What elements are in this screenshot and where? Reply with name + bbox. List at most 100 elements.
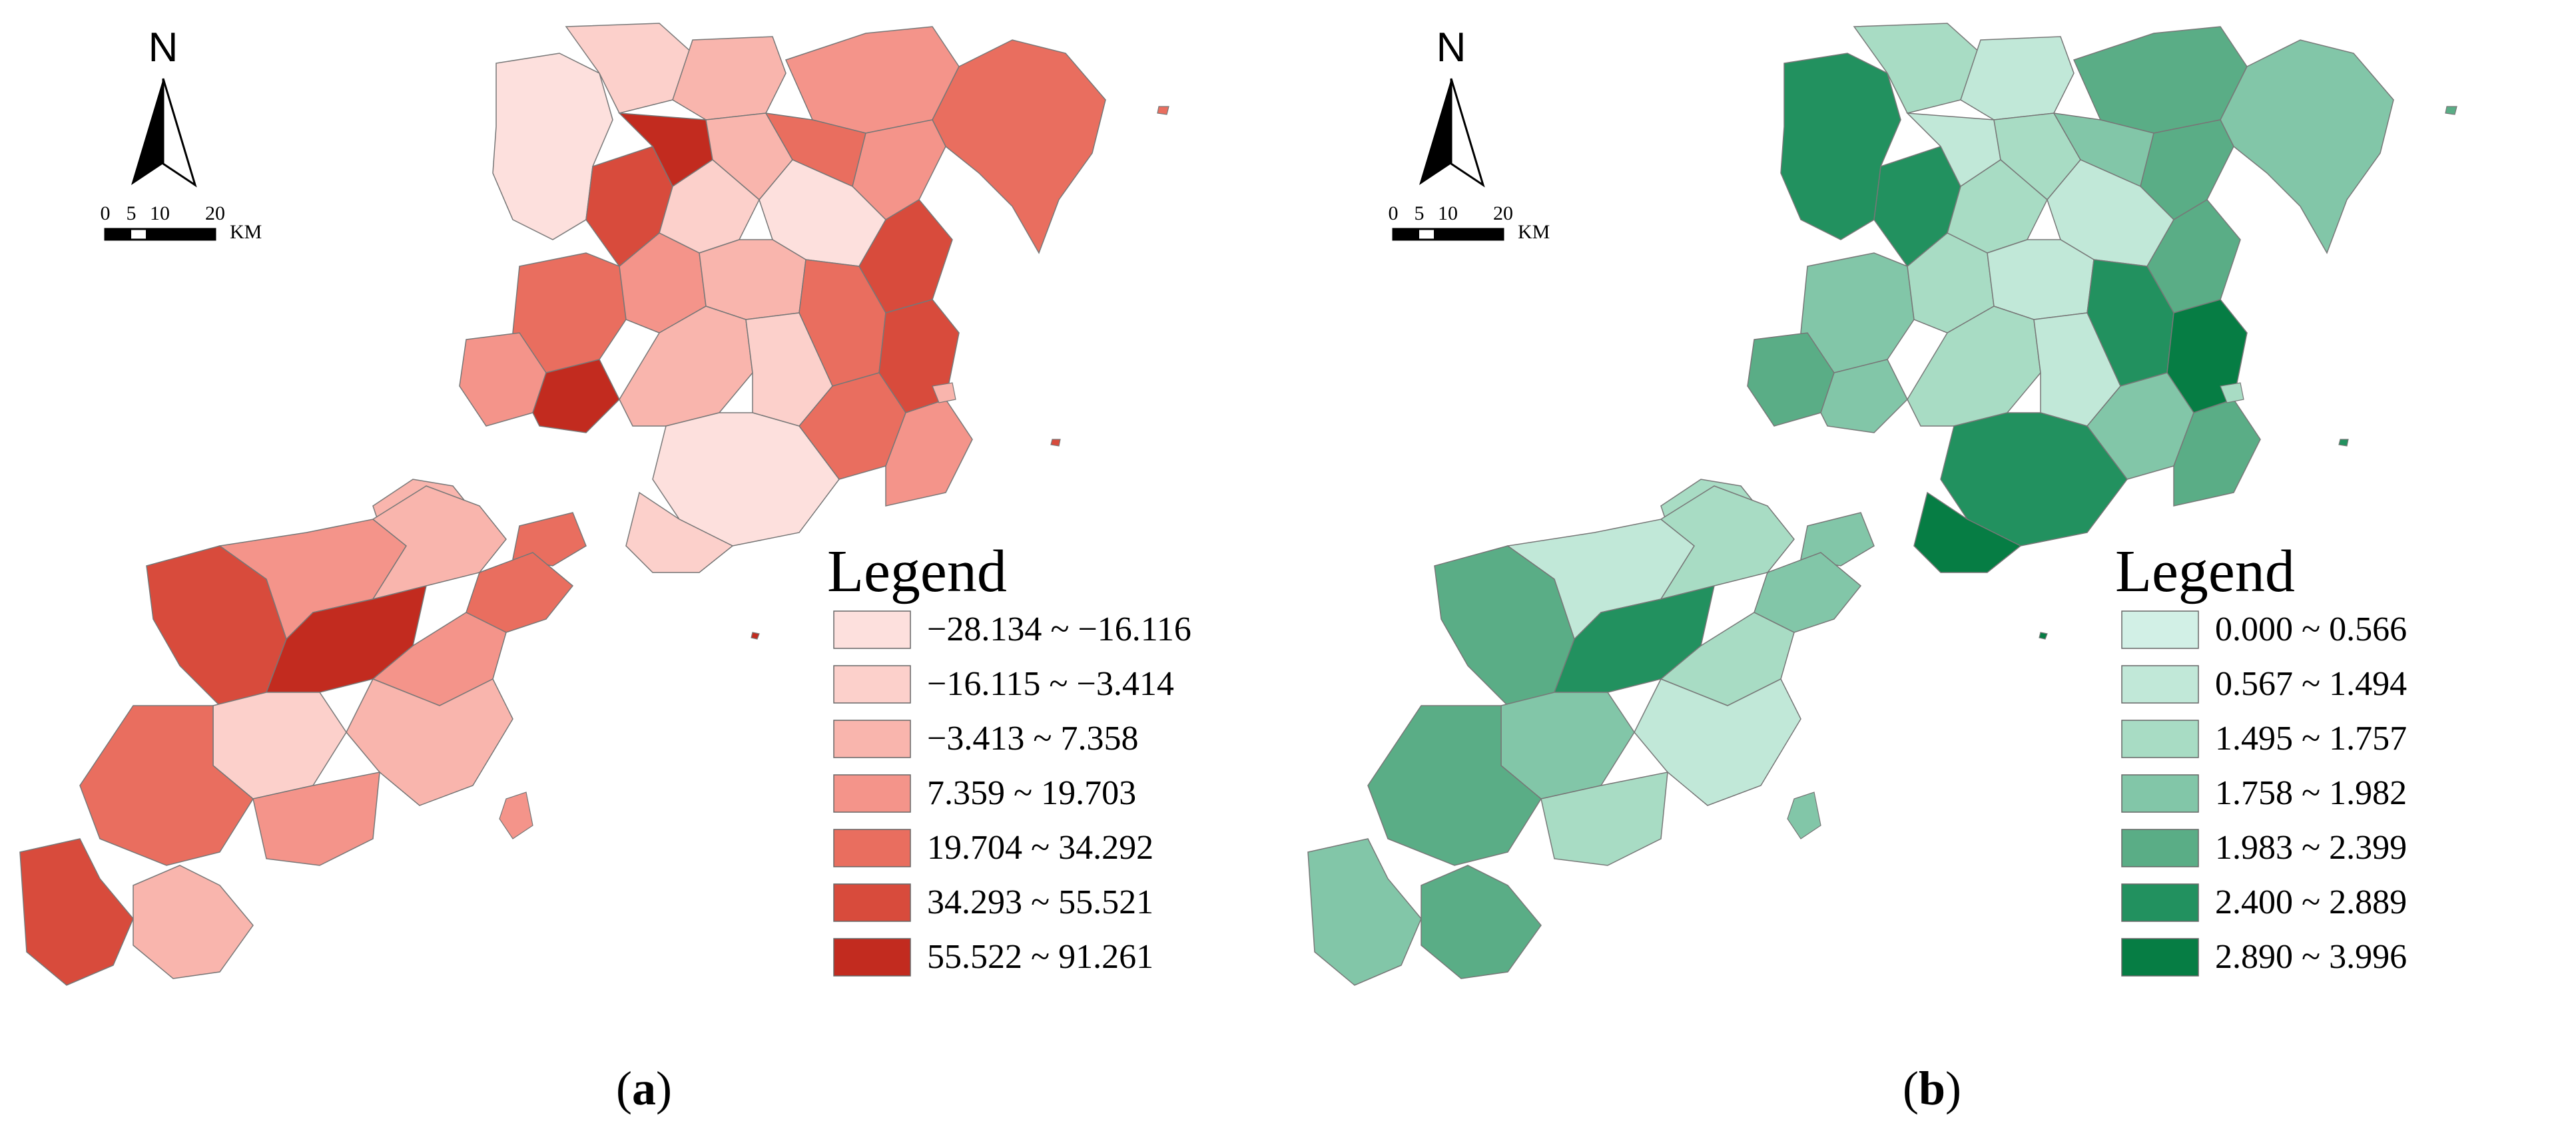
- district: [1540, 772, 1668, 866]
- legend-label: −28.134 ~ −16.116: [927, 610, 1191, 648]
- legend-label: 2.890 ~ 3.996: [2215, 938, 2407, 976]
- island: [1157, 106, 1169, 115]
- legend-label: 2.400 ~ 2.889: [2215, 883, 2407, 921]
- island: [751, 632, 760, 640]
- scale-unit: KM: [1518, 221, 1550, 243]
- north-label: N: [149, 25, 178, 71]
- scale-bar-segment: [1448, 229, 1503, 240]
- north-arrow-icon: N: [131, 25, 197, 188]
- district: [1960, 36, 2075, 120]
- scale-tick-label: 20: [205, 202, 225, 224]
- district: [512, 512, 587, 567]
- legend-swatch: [833, 829, 911, 867]
- district: [133, 865, 254, 979]
- scale-bar-segment: [160, 229, 215, 240]
- district: [252, 772, 380, 866]
- legend-swatch: [2121, 938, 2199, 977]
- legend-label: 34.293 ~ 55.521: [927, 883, 1153, 921]
- scale-bar-segment: [146, 229, 160, 240]
- legend-swatch: [2121, 610, 2199, 649]
- island: [499, 792, 533, 839]
- scale-tick-label: 5: [1415, 202, 1425, 224]
- label-close: ): [656, 1062, 672, 1115]
- north-arrow-left: [131, 79, 163, 185]
- scale-bar-segment: [1434, 229, 1448, 240]
- legend-swatch: [833, 774, 911, 813]
- scale-tick-label: 20: [1493, 202, 1513, 224]
- north-arrow-icon: N: [1419, 25, 1485, 188]
- panel-label-a: (a): [0, 1061, 1288, 1116]
- scale-bar-segment: [1393, 229, 1419, 240]
- north-arrow-right: [1450, 78, 1485, 188]
- legend-label: 1.758 ~ 1.982: [2215, 774, 2407, 812]
- legend-label: 0.000 ~ 0.566: [2215, 610, 2407, 648]
- island: [1050, 439, 1061, 447]
- scale-tick-label: 0: [101, 202, 111, 224]
- scale-tick-label: 0: [1389, 202, 1399, 224]
- island: [2338, 439, 2349, 447]
- legend-label: 19.704 ~ 34.292: [927, 829, 1153, 867]
- scale-bar-segment: [105, 229, 131, 240]
- legend-label: 7.359 ~ 19.703: [927, 774, 1136, 812]
- island: [2039, 632, 2048, 640]
- north-label: N: [1437, 25, 1466, 71]
- label-letter: b: [1918, 1062, 1946, 1115]
- district: [652, 412, 840, 547]
- panel-a: N 0 5 10 20 KM Legend −28.134 ~ −16.116 −16.115 …: [0, 23, 1288, 1116]
- legend-swatch: [2121, 720, 2199, 758]
- district: [785, 26, 960, 134]
- districts: [19, 23, 1169, 986]
- district: [1820, 359, 1908, 433]
- district: [1800, 512, 1875, 567]
- district: [1307, 838, 1422, 986]
- district: [1940, 412, 2128, 547]
- legend-label: −3.413 ~ 7.358: [927, 720, 1138, 758]
- legend: Legend 0.000 ~ 0.566 0.567 ~ 1.494 1.495 ~ …: [2115, 539, 2407, 977]
- legend-swatch: [2121, 774, 2199, 813]
- legend-swatch: [833, 720, 911, 758]
- legend-label: 1.495 ~ 1.757: [2215, 720, 2407, 758]
- district: [2220, 39, 2394, 254]
- legend-label: 1.983 ~ 2.399: [2215, 829, 2407, 867]
- legend-swatch: [833, 665, 911, 704]
- legend-swatch: [2121, 665, 2199, 704]
- legend-swatch: [2121, 829, 2199, 867]
- legend-swatch: [833, 938, 911, 977]
- panel-label-b: (b): [1288, 1061, 2576, 1116]
- panel-b: N 0 5 10 20 KM Legend 0.000 ~ 0.566 0.567 ~ 1.49…: [1288, 0, 2576, 1135]
- scale-unit: KM: [230, 221, 262, 243]
- legend-label: 0.567 ~ 1.494: [2215, 665, 2407, 703]
- island: [2220, 382, 2244, 403]
- district: [1367, 705, 1542, 866]
- island: [932, 382, 956, 403]
- label-open: (: [616, 1062, 632, 1115]
- scale-tick-label: 10: [1438, 202, 1458, 224]
- scale-tick-label: 10: [150, 202, 170, 224]
- legend-label: 55.522 ~ 91.261: [927, 938, 1153, 976]
- district: [2073, 26, 2248, 134]
- scale-tick-label: 5: [127, 202, 137, 224]
- district: [79, 705, 254, 866]
- legend-title: Legend: [827, 539, 1007, 604]
- north-arrow-left: [1419, 79, 1451, 185]
- label-close: ): [1945, 1062, 1961, 1115]
- island: [1787, 792, 1821, 839]
- legend: Legend −28.134 ~ −16.116 −16.115 ~ −3.414 −…: [827, 539, 1191, 977]
- district: [672, 36, 787, 120]
- legend-swatch: [2121, 883, 2199, 922]
- district: [932, 39, 1106, 254]
- legend-swatch: [833, 610, 911, 649]
- district: [1634, 678, 1801, 806]
- label-open: (: [1902, 1062, 1919, 1115]
- district: [1913, 491, 2022, 573]
- legend-title: Legend: [2115, 539, 2295, 604]
- district: [1421, 865, 1542, 979]
- district: [532, 359, 620, 433]
- legend-swatch: [833, 883, 911, 922]
- district: [19, 838, 134, 986]
- district: [1987, 239, 2094, 320]
